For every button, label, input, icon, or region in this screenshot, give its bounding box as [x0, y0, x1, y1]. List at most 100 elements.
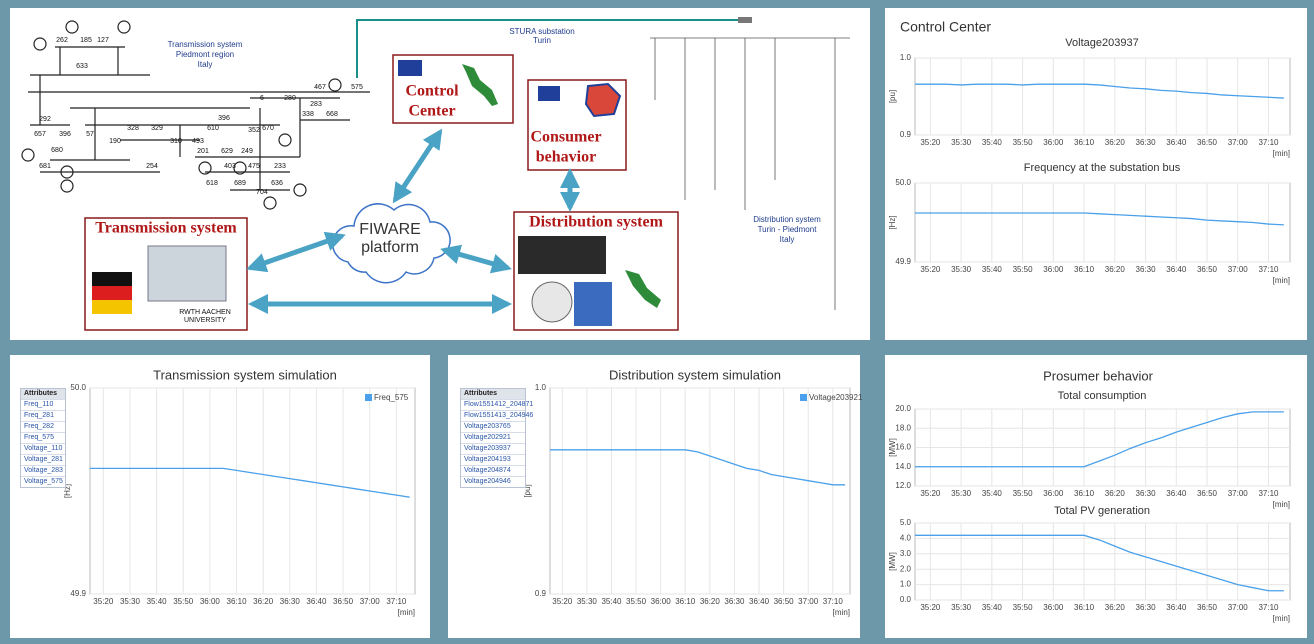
bus-label: 280: [284, 95, 296, 102]
y-tick-label: 0.0: [900, 595, 912, 604]
bus-label: 689: [234, 180, 246, 187]
list-item[interactable]: Freq_282: [21, 421, 65, 432]
x-tick-label: 35:40: [982, 265, 1003, 274]
x-axis-label: [min]: [833, 608, 850, 617]
label: platform: [361, 239, 419, 256]
x-tick-label: 37:10: [386, 597, 407, 606]
legend-label: Voltage203921: [809, 393, 863, 402]
x-tick-label: 37:00: [1228, 138, 1249, 147]
bus-label: 283: [310, 101, 322, 108]
list-item[interactable]: Freq_110: [21, 399, 65, 410]
list-item[interactable]: Voltage_281: [21, 454, 65, 465]
x-tick-label: 37:10: [1258, 603, 1279, 612]
hardware-photo: [518, 236, 606, 274]
y-axis-label: [Hz]: [63, 484, 72, 498]
fiware-cloud: [332, 203, 451, 284]
list-header: Attributes: [21, 389, 65, 399]
label: Piedmont region: [176, 50, 234, 59]
y-tick-label: 49.9: [895, 257, 911, 266]
distribution-grid-diagram: [650, 37, 850, 310]
list-item[interactable]: Voltage_110: [21, 443, 65, 454]
x-tick-label: 36:30: [1136, 489, 1157, 498]
y-tick-label: 0.9: [535, 589, 547, 598]
x-tick-label: 37:00: [360, 597, 381, 606]
bus-label: 249: [241, 148, 253, 155]
bus-label: 681: [39, 163, 51, 170]
x-tick-label: 35:40: [982, 489, 1003, 498]
bus-label: 292: [39, 116, 51, 123]
chart-title: Transmission system simulation: [153, 367, 337, 382]
bus-label: 704: [256, 189, 268, 196]
list-item[interactable]: Voltage203765: [461, 421, 525, 432]
y-tick-label: 3.0: [900, 549, 912, 558]
label: Consumer: [530, 129, 601, 146]
bus-label: 636: [271, 180, 283, 187]
x-tick-label: 36:30: [1136, 265, 1157, 274]
x-tick-label: 35:50: [1013, 265, 1034, 274]
x-tick-label: 36:40: [1166, 489, 1187, 498]
list-item[interactable]: Flow1551413_204946: [461, 410, 533, 421]
x-tick-label: 37:10: [1258, 138, 1279, 147]
label: STURA substation: [509, 27, 574, 36]
chart-title: Distribution system simulation: [609, 367, 781, 382]
list-item[interactable]: Voltage_283: [21, 465, 65, 476]
list-item[interactable]: Freq_281: [21, 410, 65, 421]
list-item[interactable]: Voltage204193: [461, 454, 525, 465]
transmission-grid-diagram: [21, 20, 370, 210]
connection-line: [356, 19, 742, 78]
arrows: [246, 128, 580, 314]
x-tick-label: 36:30: [280, 597, 301, 606]
bus-label: 329: [151, 125, 163, 132]
list-item[interactable]: Freq_575: [21, 432, 65, 443]
x-tick-label: 36:50: [774, 597, 795, 606]
bus-label: 352: [248, 127, 260, 134]
bus-label: 475: [248, 163, 260, 170]
italy-map: [462, 64, 498, 106]
x-axis-label: [min]: [1273, 276, 1290, 285]
y-axis-label: [MW]: [888, 438, 897, 457]
bus-label: 467: [314, 84, 326, 91]
label: RWTH AACHEN: [179, 309, 231, 316]
bus-label: 201: [197, 148, 209, 155]
x-axis-label: [min]: [1273, 149, 1290, 158]
label: Turin: [533, 36, 551, 45]
data-line: [550, 449, 846, 486]
bus-label: 190: [109, 138, 121, 145]
arrow: [392, 128, 443, 204]
bus-label: 338: [302, 111, 314, 118]
y-tick-label: 16.0: [895, 443, 911, 452]
bus-label: 262: [56, 37, 68, 44]
x-axis-label: [min]: [1273, 614, 1290, 623]
x-tick-label: 36:00: [1043, 489, 1064, 498]
x-tick-label: 36:00: [1043, 603, 1064, 612]
list-item[interactable]: Voltage202921: [461, 432, 525, 443]
list-item[interactable]: Voltage204874: [461, 465, 525, 476]
x-tick-label: 35:20: [920, 489, 941, 498]
data-line: [90, 467, 410, 498]
x-tick-label: 35:50: [1013, 489, 1034, 498]
x-tick-label: 35:50: [626, 597, 647, 606]
x-tick-label: 36:30: [1136, 603, 1157, 612]
label: Italy: [198, 60, 213, 69]
x-tick-label: 35:40: [982, 603, 1003, 612]
x-tick-label: 35:30: [951, 489, 972, 498]
label: Distribution system: [753, 215, 821, 224]
x-tick-label: 35:20: [920, 265, 941, 274]
list-item[interactable]: Voltage203937: [461, 443, 525, 454]
list-item[interactable]: Voltage_575: [21, 476, 65, 487]
flag-stripe: [92, 300, 132, 314]
x-tick-label: 35:40: [982, 138, 1003, 147]
x-axis-label: [min]: [1273, 500, 1290, 509]
legend-swatch: [365, 394, 372, 401]
y-tick-label: 50.0: [70, 383, 86, 392]
x-tick-label: 36:30: [1136, 138, 1157, 147]
x-tick-label: 35:50: [1013, 603, 1034, 612]
list-item[interactable]: Voltage204946: [461, 476, 525, 487]
bus-label: 680: [51, 147, 63, 154]
list-item[interactable]: Flow1551412_204871: [461, 399, 533, 410]
data-line: [915, 212, 1284, 226]
plot-frame: [914, 522, 1291, 601]
x-tick-label: 36:10: [1074, 489, 1095, 498]
x-tick-label: 36:20: [253, 597, 274, 606]
bus-label: 670: [262, 125, 274, 132]
